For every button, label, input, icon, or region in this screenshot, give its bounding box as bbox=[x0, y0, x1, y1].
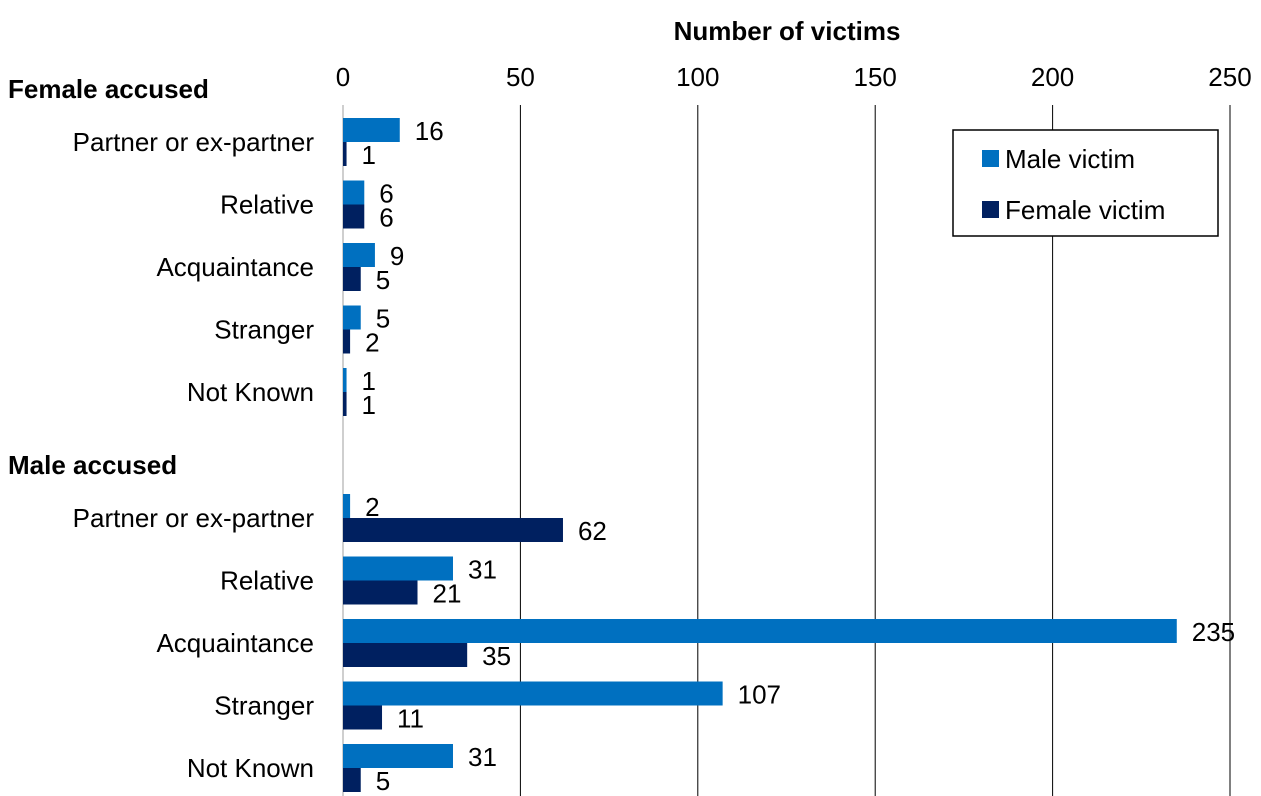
data-label-female-accused-stranger-male-victim: 5 bbox=[376, 304, 390, 334]
data-label-male-accused-acquaintance-female-victim: 35 bbox=[482, 641, 511, 671]
bar-female-accused-partner-or-ex-partner-female-victim bbox=[343, 142, 347, 166]
legend-label-female-victim: Female victim bbox=[1005, 195, 1165, 225]
data-label-female-accused-partner-or-ex-partner-male-victim: 16 bbox=[415, 116, 444, 146]
bar-male-accused-partner-or-ex-partner-female-victim bbox=[343, 518, 563, 542]
bar-female-accused-relative-male-victim bbox=[343, 180, 365, 205]
category-labels: Female accused Partner or ex-partner Relat… bbox=[8, 74, 314, 783]
x-axis-title: Number of victims bbox=[674, 16, 901, 46]
bar-female-accused-stranger-female-victim bbox=[343, 329, 351, 354]
data-label-male-accused-relative-male-victim: 31 bbox=[468, 555, 497, 585]
x-tick-label-0: 0 bbox=[336, 62, 350, 92]
bar-female-accused-acquaintance-female-victim bbox=[343, 267, 361, 291]
legend: Male victim Female victim bbox=[952, 129, 1219, 237]
legend-swatch-male-victim bbox=[982, 150, 999, 167]
bar-female-accused-relative-female-victim bbox=[343, 204, 365, 229]
category-label-partner-or-ex-partner: Partner or ex-partner bbox=[73, 503, 315, 533]
x-tick-label-100: 100 bbox=[676, 62, 719, 92]
data-label-female-accused-partner-or-ex-partner-female-victim: 1 bbox=[362, 140, 376, 170]
data-label-male-accused-not-known-female-victim: 5 bbox=[376, 766, 390, 796]
data-label-female-accused-relative-female-victim: 6 bbox=[379, 203, 393, 233]
legend-box bbox=[952, 129, 1219, 237]
data-label-female-accused-not-known-male-victim: 1 bbox=[362, 366, 376, 396]
x-axis-ticks: 0 50 100 150 200 250 bbox=[336, 62, 1252, 92]
data-label-male-accused-stranger-female-victim: 11 bbox=[397, 704, 424, 734]
bar-male-accused-stranger-female-victim bbox=[343, 705, 383, 730]
data-label-male-accused-relative-female-victim: 21 bbox=[433, 579, 462, 609]
data-label-female-accused-acquaintance-male-victim: 9 bbox=[390, 241, 404, 271]
bar-female-accused-stranger-male-victim bbox=[343, 305, 361, 330]
bar-male-accused-acquaintance-male-victim bbox=[343, 619, 1177, 643]
category-label-stranger: Stranger bbox=[214, 315, 314, 345]
data-label-female-accused-acquaintance-female-victim: 5 bbox=[376, 265, 390, 295]
category-label-not-known: Not Known bbox=[187, 377, 314, 407]
category-label-relative: Relative bbox=[220, 190, 314, 220]
group-label-female-accused: Female accused bbox=[8, 74, 209, 104]
bar-female-accused-acquaintance-male-victim bbox=[343, 243, 375, 267]
category-label-not-known: Not Known bbox=[187, 753, 314, 783]
category-label-partner-or-ex-partner: Partner or ex-partner bbox=[73, 127, 315, 157]
bar-female-accused-not-known-female-victim bbox=[343, 392, 347, 416]
legend-swatch-female-victim bbox=[982, 201, 999, 218]
bar-female-accused-partner-or-ex-partner-male-victim bbox=[343, 118, 400, 142]
data-label-female-accused-stranger-female-victim: 2 bbox=[365, 328, 379, 358]
bar-male-accused-relative-female-victim bbox=[343, 580, 418, 605]
group-label-male-accused: Male accused bbox=[8, 450, 177, 480]
bars bbox=[343, 118, 1177, 792]
x-tick-label-50: 50 bbox=[506, 62, 535, 92]
category-label-acquaintance: Acquaintance bbox=[156, 252, 314, 282]
data-label-male-accused-acquaintance-male-victim: 235 bbox=[1192, 617, 1235, 647]
data-label-male-accused-partner-or-ex-partner-male-victim: 2 bbox=[365, 492, 379, 522]
category-label-relative: Relative bbox=[220, 566, 314, 596]
bar-female-accused-not-known-male-victim bbox=[343, 368, 347, 392]
data-label-male-accused-partner-or-ex-partner-female-victim: 62 bbox=[578, 516, 607, 546]
x-tick-label-250: 250 bbox=[1208, 62, 1251, 92]
data-label-female-accused-not-known-female-victim: 1 bbox=[362, 390, 376, 420]
bar-male-accused-acquaintance-female-victim bbox=[343, 643, 468, 667]
x-tick-label-200: 200 bbox=[1031, 62, 1074, 92]
x-tick-label-150: 150 bbox=[854, 62, 897, 92]
data-label-male-accused-not-known-male-victim: 31 bbox=[468, 742, 497, 772]
data-label-male-accused-stranger-male-victim: 107 bbox=[738, 680, 781, 710]
bar-male-accused-relative-male-victim bbox=[343, 556, 453, 581]
bar-male-accused-not-known-female-victim bbox=[343, 768, 361, 792]
category-label-acquaintance: Acquaintance bbox=[156, 628, 314, 658]
category-label-stranger: Stranger bbox=[214, 691, 314, 721]
legend-label-male-victim: Male victim bbox=[1005, 144, 1135, 174]
bar-male-accused-not-known-male-victim bbox=[343, 744, 453, 768]
bar-male-accused-stranger-male-victim bbox=[343, 681, 723, 706]
bar-male-accused-partner-or-ex-partner-male-victim bbox=[343, 494, 351, 518]
data-label-female-accused-relative-male-victim: 6 bbox=[379, 179, 393, 209]
